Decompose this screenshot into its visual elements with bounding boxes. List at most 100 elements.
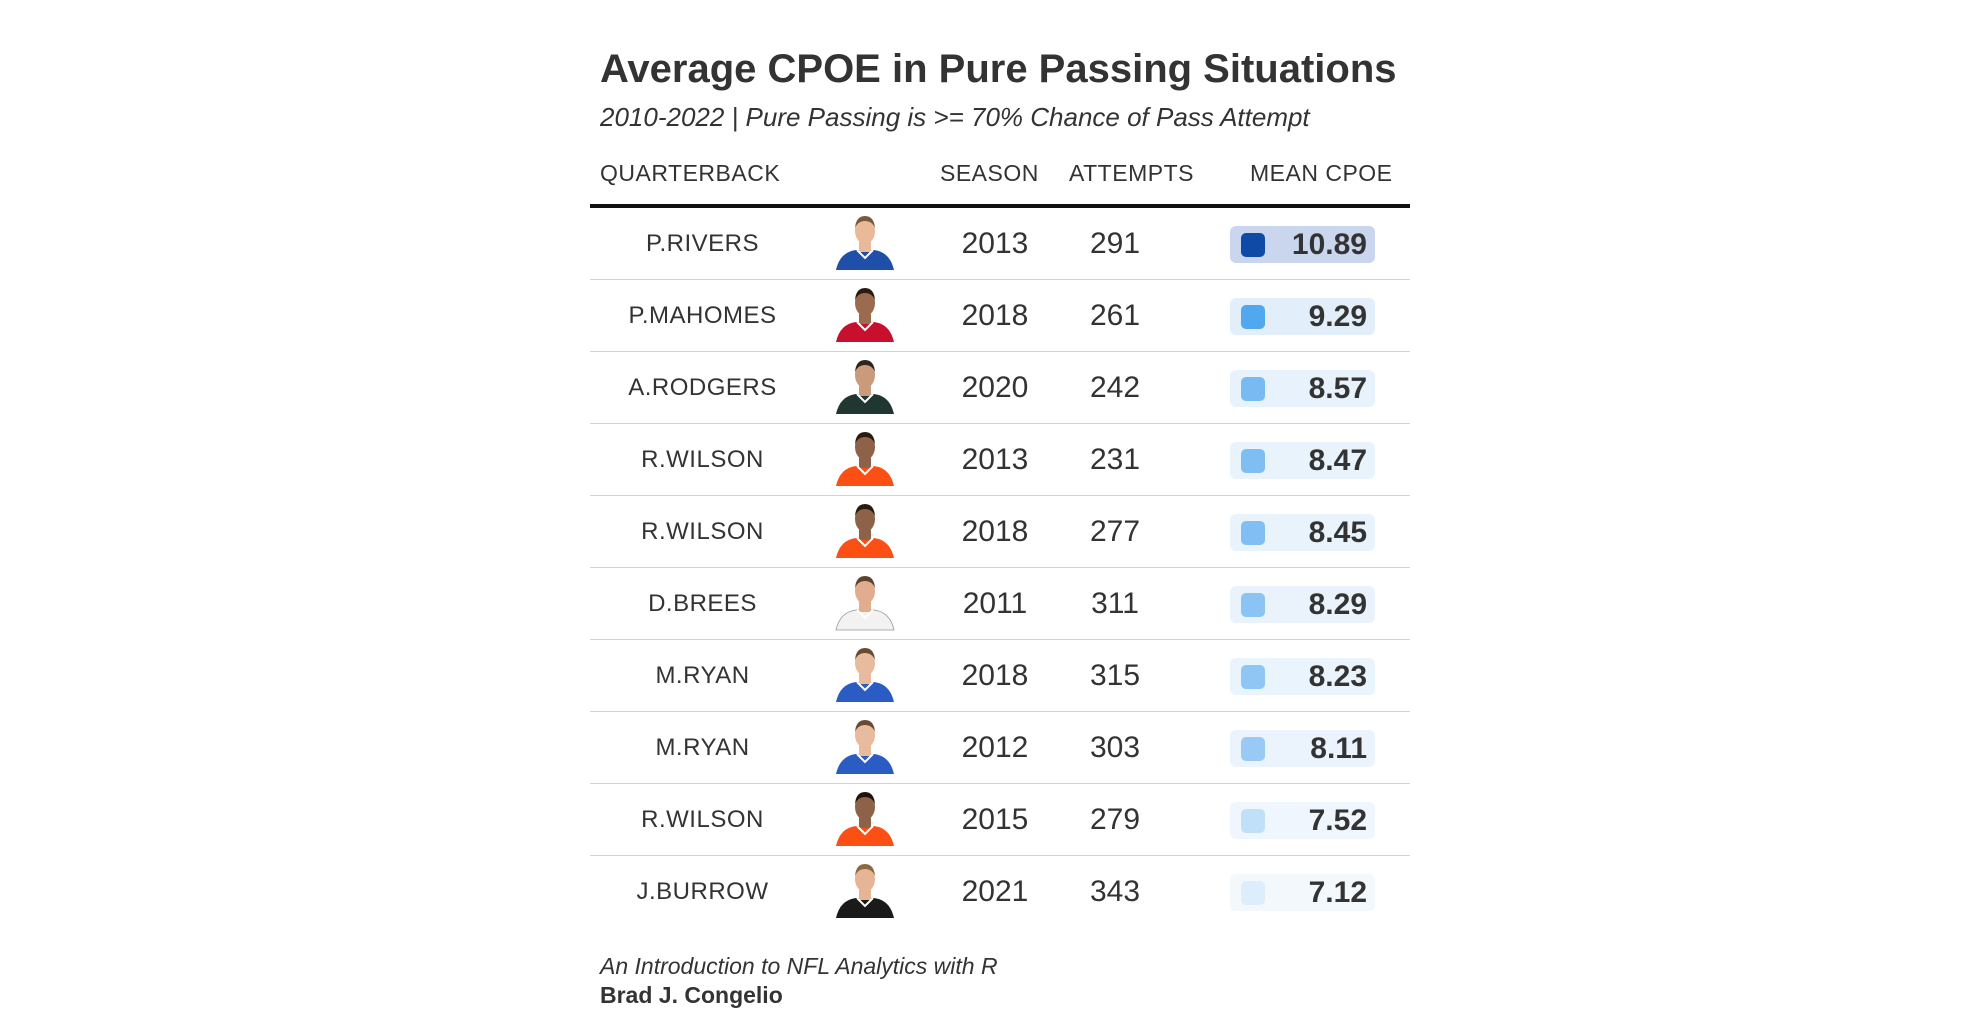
quarterback-name: P.RIVERS [646,230,759,257]
season-value: 2021 [961,875,1029,908]
cpoe-pill: 8.11 [1230,730,1375,767]
table-row: R.WILSON 2015 279 7.52 [590,784,1410,856]
table-row: A.RODGERS 2020 242 8.57 [590,352,1410,424]
quarterback-name: R.WILSON [641,518,764,545]
player-headshot-icon [836,792,894,846]
cpoe-pill: 8.23 [1230,658,1375,695]
table-row: M.RYAN 2018 315 8.23 [590,640,1410,712]
mean-cpoe-cell: 8.47 [1230,424,1375,495]
cpoe-color-swatch [1241,665,1265,689]
header-quarterback: QUARTERBACK [600,160,781,186]
cpoe-pill: 7.12 [1230,874,1375,911]
player-headshot-icon [836,864,894,918]
player-headshot-icon [836,504,894,558]
mean-cpoe-value: 8.47 [1308,444,1367,477]
player-headshot [830,568,900,639]
mean-cpoe-cell: 10.89 [1230,208,1375,279]
player-headshot [830,640,900,711]
cpoe-pill: 8.29 [1230,586,1375,623]
mean-cpoe-value: 8.57 [1308,372,1367,405]
source-caption: An Introduction to NFL Analytics with R [600,953,998,979]
mean-cpoe-value: 8.23 [1308,660,1367,693]
mean-cpoe-cell: 9.29 [1230,280,1375,351]
player-headshot-icon [836,720,894,774]
mean-cpoe-value: 7.52 [1308,804,1367,837]
quarterback-name: R.WILSON [641,806,764,833]
mean-cpoe-cell: 8.45 [1230,496,1375,567]
season-value: 2020 [961,371,1029,404]
player-headshot-icon [835,576,895,631]
mean-cpoe-cell: 8.23 [1230,640,1375,711]
quarterback-name: J.BURROW [636,878,769,905]
attempts-value: 277 [1089,515,1141,548]
cpoe-color-swatch [1241,377,1265,401]
cpoe-color-swatch [1241,449,1265,473]
player-headshot [830,496,900,567]
season-value: 2011 [962,587,1028,620]
quarterback-name: A.RODGERS [628,374,777,401]
mean-cpoe-value: 7.12 [1308,876,1367,909]
header-mean-cpoe: MEAN CPOE [1250,160,1393,186]
chart-title: Average CPOE in Pure Passing Situations [600,47,1397,91]
player-headshot-icon [836,288,894,342]
table-row: P.MAHOMES 2018 261 9.29 [590,280,1410,352]
cpoe-table: Average CPOE in Pure Passing Situations … [590,40,1410,1009]
season-value: 2018 [961,515,1029,548]
mean-cpoe-value: 8.45 [1308,516,1367,549]
cpoe-color-swatch [1241,881,1265,905]
cpoe-color-swatch [1241,233,1265,257]
mean-cpoe-value: 9.29 [1308,300,1367,333]
season-value: 2012 [961,731,1029,764]
quarterback-name: P.MAHOMES [628,302,777,329]
table-header: QUARTERBACK SEASON ATTEMPTS MEAN CPOE [590,144,1410,208]
player-headshot [830,424,900,495]
cpoe-pill: 7.52 [1230,802,1375,839]
author-caption: Brad J. Congelio [600,982,783,1008]
attempts-value: 242 [1089,371,1141,404]
season-value: 2018 [961,299,1029,332]
header-attempts: ATTEMPTS [1069,160,1194,186]
table-row: P.RIVERS 2013 291 10.89 [590,208,1410,280]
mean-cpoe-value: 10.89 [1291,228,1367,261]
mean-cpoe-cell: 7.12 [1230,856,1375,927]
mean-cpoe-cell: 8.57 [1230,352,1375,423]
quarterback-name: R.WILSON [641,446,764,473]
chart-footer: An Introduction to NFL Analytics with R … [600,951,1410,1009]
player-headshot [830,712,900,783]
player-headshot-icon [836,648,894,702]
table-row: J.BURROW 2021 343 7.12 [590,856,1410,927]
cpoe-color-swatch [1241,305,1265,329]
table-row: D.BREES 2011 311 8.29 [590,568,1410,640]
cpoe-pill: 8.45 [1230,514,1375,551]
season-value: 2013 [961,227,1029,260]
table-row: R.WILSON 2018 277 8.45 [590,496,1410,568]
cpoe-color-swatch [1241,593,1265,617]
attempts-value: 311 [1091,587,1139,620]
mean-cpoe-value: 8.29 [1308,588,1367,621]
attempts-value: 261 [1089,299,1141,332]
cpoe-pill: 9.29 [1230,298,1375,335]
chart-subtitle: 2010-2022 | Pure Passing is >= 70% Chanc… [600,102,1310,132]
attempts-value: 303 [1089,731,1141,764]
player-headshot-icon [836,432,894,486]
cpoe-color-swatch [1241,809,1265,833]
cpoe-color-swatch [1241,737,1265,761]
cpoe-pill: 8.47 [1230,442,1375,479]
quarterback-name: M.RYAN [655,662,750,689]
mean-cpoe-cell: 7.52 [1230,784,1375,855]
player-headshot [830,208,900,279]
quarterback-name: M.RYAN [655,734,750,761]
mean-cpoe-cell: 8.11 [1230,712,1375,783]
attempts-value: 315 [1089,659,1141,692]
player-headshot [830,352,900,423]
player-headshot [830,784,900,855]
attempts-value: 279 [1089,803,1141,836]
player-headshot-icon [836,216,894,270]
player-headshot [830,856,900,927]
mean-cpoe-cell: 8.29 [1230,568,1375,639]
season-value: 2015 [961,803,1029,836]
header-season: SEASON [940,160,1039,186]
attempts-value: 231 [1089,443,1141,476]
attempts-value: 291 [1089,227,1141,260]
mean-cpoe-value: 8.11 [1310,732,1367,765]
